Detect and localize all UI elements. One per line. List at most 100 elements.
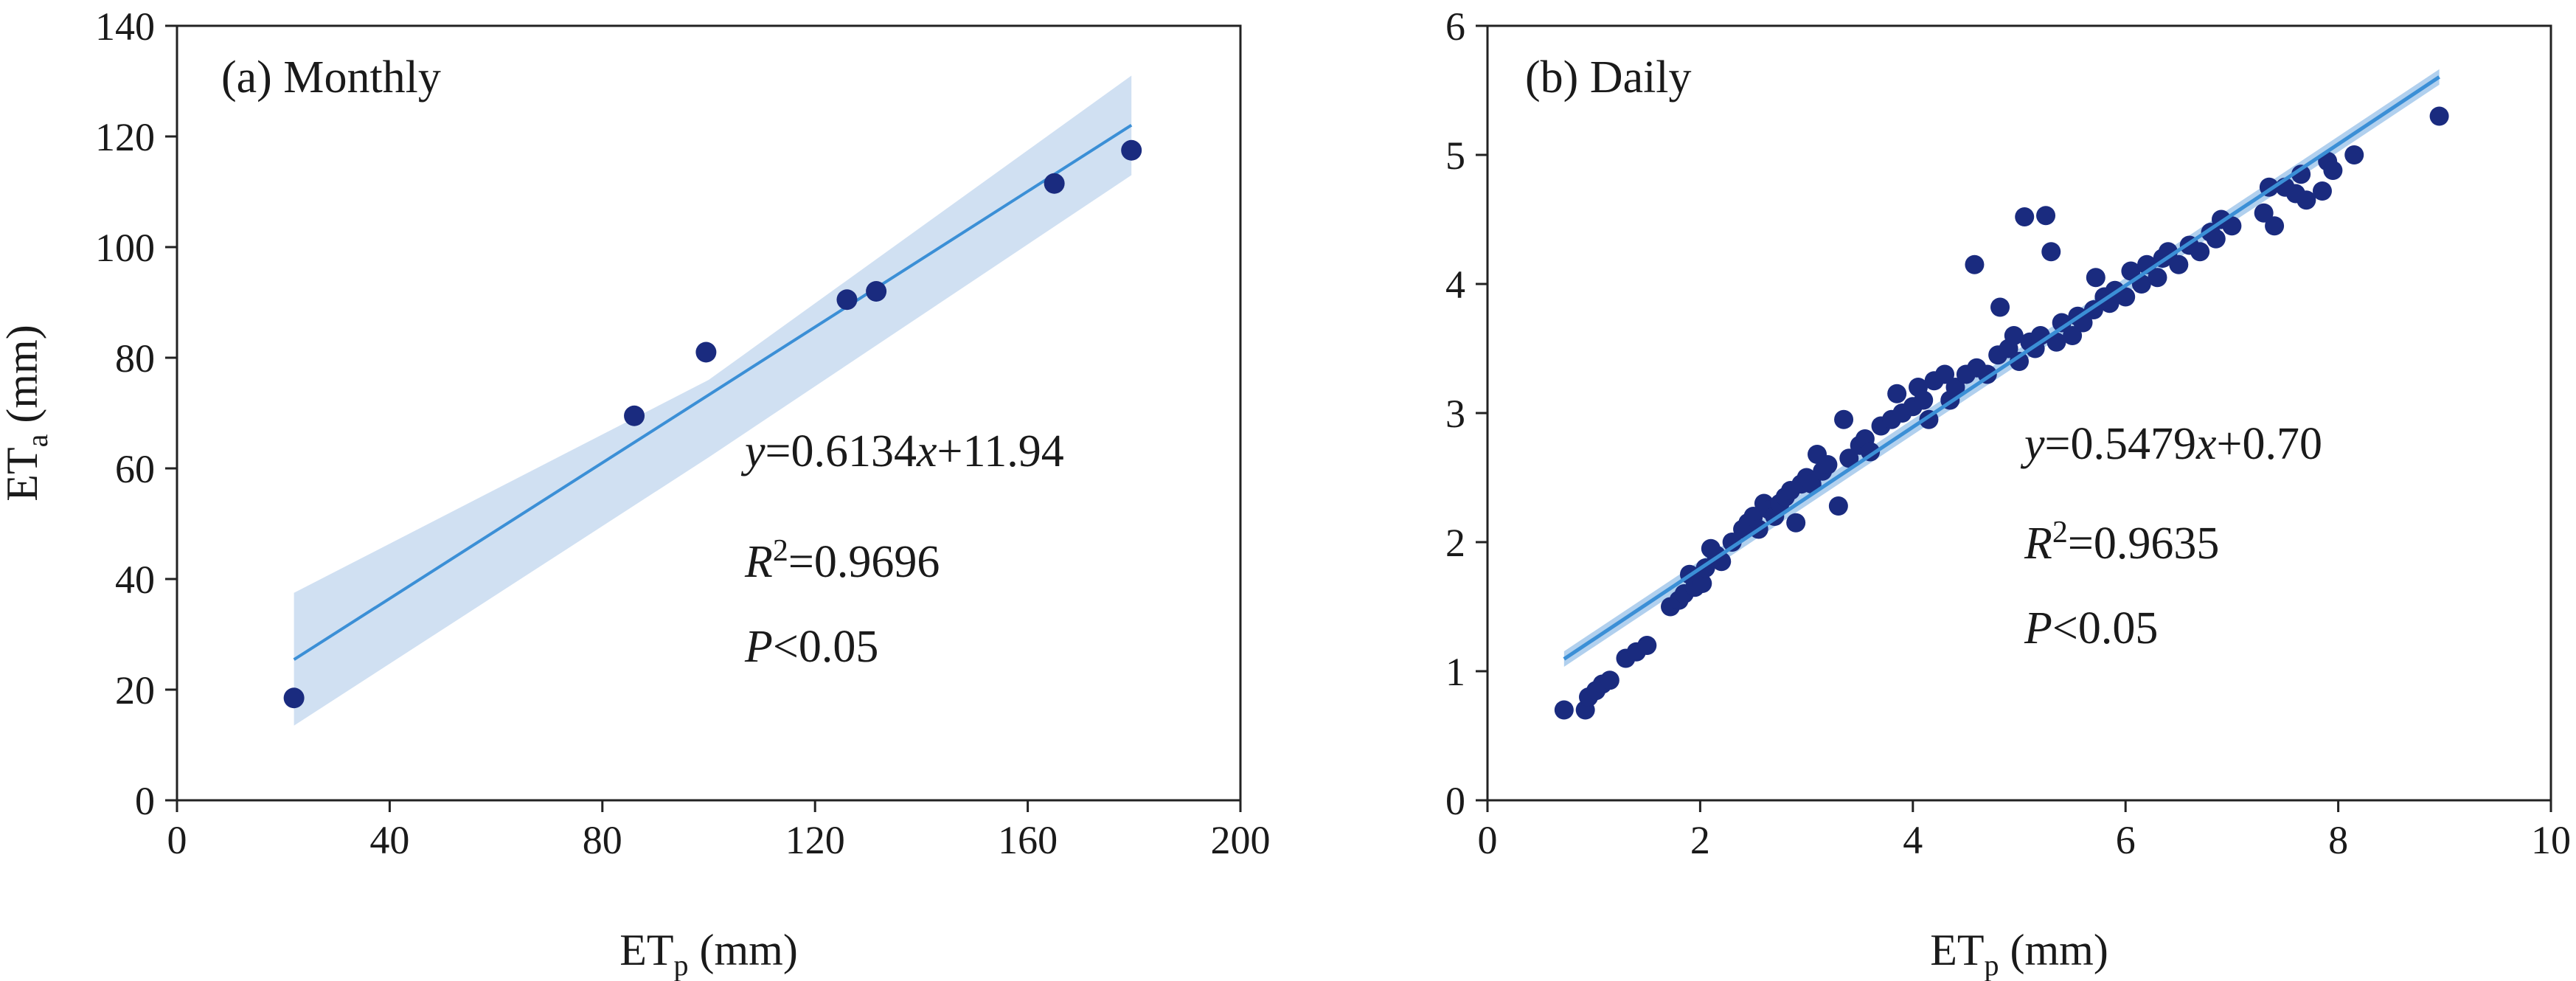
data-point [2121, 261, 2141, 281]
x-tick-label: 2 [1690, 818, 1710, 862]
x-tick-label: 10 [2531, 818, 2571, 862]
y-tick-label: 0 [135, 779, 155, 823]
data-point [1965, 254, 1985, 274]
data-point [1834, 409, 1854, 429]
y-tick-label: 2 [1445, 521, 1465, 565]
data-point [2169, 254, 2189, 274]
data-point [1786, 513, 1806, 533]
data-point [2052, 313, 2072, 333]
y-tick-label: 140 [95, 4, 155, 49]
y-tick-label: 0 [1445, 779, 1465, 823]
y-axis-ticks: 0 20 40 60 80 100 120 140 [95, 4, 177, 823]
regression-equation: y=0.5479x+0.70 [2020, 419, 2322, 469]
data-point [2429, 106, 2449, 126]
data-point [2323, 161, 2343, 180]
confidence-band [294, 75, 1132, 726]
data-point [1990, 297, 2010, 317]
data-point [2254, 203, 2274, 223]
y-tick-label: 6 [1445, 4, 1465, 49]
y-tick-label: 100 [95, 226, 155, 270]
y-tick-label: 1 [1445, 650, 1465, 694]
data-point [695, 342, 717, 363]
x-tick-label: 200 [1211, 818, 1271, 862]
y-tick-label: 120 [95, 115, 155, 159]
y-tick-label: 5 [1445, 134, 1465, 178]
data-point [2046, 332, 2066, 352]
regression-line [1563, 75, 2440, 661]
panel-title: (a) Monthly [221, 52, 441, 103]
x-tick-label: 4 [1903, 818, 1923, 862]
y-tick-label: 20 [115, 668, 155, 713]
data-point [2190, 242, 2210, 262]
data-point [2148, 268, 2167, 288]
x-axis-title: ETp (mm) [1930, 926, 2108, 981]
data-point [1693, 574, 1712, 593]
data-point [836, 289, 858, 311]
y-tick-label: 40 [115, 558, 155, 602]
x-tick-label: 8 [2328, 818, 2348, 862]
data-point [1600, 670, 1619, 690]
data-point [1818, 455, 1838, 474]
data-point [1121, 139, 1142, 161]
regression-equation: y=0.6134x+11.94 [740, 426, 1064, 476]
data-point [1554, 700, 1574, 720]
x-axis-ticks: 0 2 4 6 8 10 [1478, 800, 2571, 862]
panel-title: (b) Daily [1525, 52, 1692, 103]
data-point [2086, 268, 2105, 288]
data-point [2015, 207, 2035, 226]
data-point [624, 405, 645, 426]
data-point [2265, 216, 2285, 236]
data-point [1887, 384, 1907, 403]
data-point [1945, 378, 1965, 397]
data-point [2063, 326, 2083, 345]
r-squared: R2=0.9635 [2024, 516, 2219, 569]
data-point [2312, 181, 2332, 201]
data-point [1637, 636, 1657, 655]
panel-a-monthly: 0 40 80 120 160 200 0 20 40 60 80 100 120 140 (a) Mo… [0, 4, 1271, 981]
data-point [2004, 326, 2024, 345]
data-point [1935, 364, 1955, 384]
r-squared: R2=0.9696 [744, 534, 940, 587]
data-points [1554, 106, 2449, 720]
x-axis-ticks: 0 40 80 120 160 200 [167, 800, 1271, 862]
data-point [1839, 448, 1859, 468]
data-point [1914, 390, 1934, 410]
plot-frame [1486, 24, 2552, 802]
p-value: P<0.05 [2024, 603, 2158, 654]
data-point [2010, 352, 2029, 371]
data-point [1828, 496, 1848, 516]
data-point [2041, 242, 2061, 262]
data-point [2222, 216, 2242, 236]
data-point [2116, 287, 2136, 307]
data-point [2344, 145, 2364, 164]
x-tick-label: 160 [998, 818, 1058, 862]
x-tick-label: 0 [1478, 818, 1498, 862]
data-point [866, 281, 887, 302]
data-point [1722, 533, 1742, 552]
x-axis-title: ETp (mm) [619, 926, 798, 981]
x-tick-label: 80 [583, 818, 622, 862]
regression-line [293, 123, 1133, 661]
x-tick-label: 0 [167, 818, 187, 862]
data-point [2036, 206, 2056, 226]
data-points [283, 139, 1142, 709]
y-axis-title: ETa (mm) [0, 325, 54, 501]
y-tick-label: 80 [115, 336, 155, 381]
panel-b-daily: 0 2 4 6 8 10 0 1 2 3 4 5 6 (b) Daily ETp (mm) y=0.5… [1445, 4, 2571, 981]
data-point [2296, 190, 2316, 210]
y-axis-ticks: 0 1 2 3 4 5 6 [1445, 4, 1487, 823]
y-tick-label: 4 [1445, 263, 1465, 307]
y-tick-label: 3 [1445, 392, 1465, 436]
data-point [2291, 164, 2311, 184]
y-tick-label: 60 [115, 447, 155, 491]
x-tick-label: 6 [2116, 818, 2136, 862]
p-value: P<0.05 [744, 622, 878, 672]
data-point [2158, 242, 2178, 262]
x-tick-label: 120 [785, 818, 845, 862]
data-point [1044, 173, 1065, 194]
x-tick-label: 40 [369, 818, 409, 862]
data-point [2206, 229, 2226, 249]
plot-frame [176, 24, 1242, 802]
data-point [283, 687, 305, 709]
